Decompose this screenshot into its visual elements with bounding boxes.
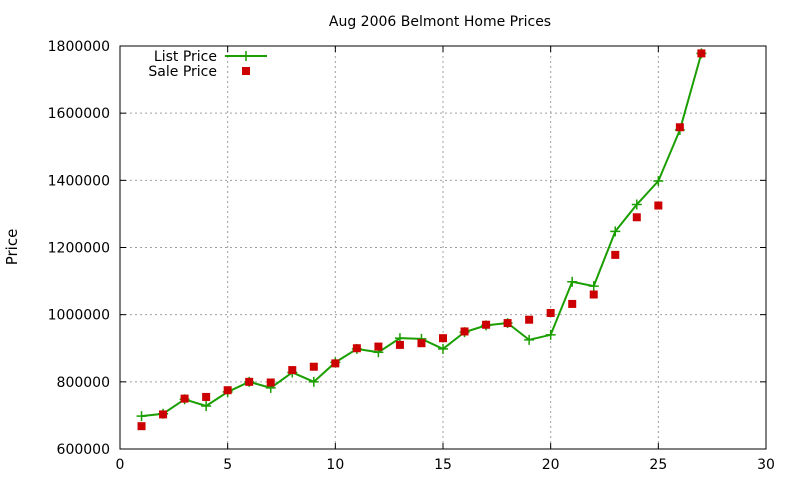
x-tick-label: 15 [434,457,452,473]
sale-price-point [589,290,598,299]
legend-label-sale-price: Sale Price [148,64,217,80]
sale-price-point [352,344,361,353]
sale-price-point [266,378,275,387]
sale-price-point [137,422,146,431]
sale-price-point [482,320,491,329]
sale-price-point [309,362,318,371]
sale-price-point [395,340,404,349]
list-price-point [545,329,556,340]
axis-ticks: 0 5 10 15 20 25 30 600000 800000 1000000 1200000 14… [48,39,775,473]
sale-price-point [245,377,254,386]
y-tick-label: 1800000 [48,39,110,55]
sale-price-point [288,366,297,375]
sale-price-point [503,319,512,328]
sale-price-point [331,359,340,368]
list-price-point [524,334,535,345]
x-tick-label: 5 [223,457,232,473]
list-price-point [567,276,578,287]
legend-marker-sale-price [242,67,250,75]
x-tick-label: 10 [326,457,344,473]
sale-price-point [632,213,641,222]
sale-price-point [202,392,211,401]
x-tick-label: 20 [542,457,560,473]
sale-price-point [675,123,684,132]
sale-price-point [180,394,189,403]
legend-marker-list-price [241,51,251,61]
chart-title: Aug 2006 Belmont Home Prices [329,14,551,30]
sale-price-point [159,410,168,419]
list-price-point [136,411,147,422]
sale-price-point [417,339,426,348]
y-tick-label: 800000 [57,375,110,391]
list-price-line [141,53,703,418]
sale-price-point [460,327,469,336]
sale-price-point [568,299,577,308]
y-tick-label: 600000 [57,442,110,458]
y-tick-label: 1000000 [48,308,110,324]
sale-price-point [223,386,232,395]
legend-label-list-price: List Price [154,49,217,65]
sale-price-point [546,308,555,317]
sale-price-point [654,201,663,210]
sale-price-point [611,250,620,259]
list-price-point [610,226,621,237]
y-tick-label: 1600000 [48,106,110,122]
series-layer [136,48,707,431]
list-price-point [438,343,448,354]
list-price-point [653,176,664,187]
y-tick-label: 1200000 [48,241,110,257]
sale-price-point [697,49,706,58]
y-tick-label: 1400000 [48,173,110,189]
grid-lines [120,46,766,449]
list-price-point [308,376,319,387]
list-price-point [631,199,642,210]
legend: List Price Sale Price [148,49,267,80]
sale-price-point [525,315,534,324]
y-axis-label: Price [3,229,21,266]
sale-price-point [439,334,447,343]
x-tick-label: 25 [649,457,667,473]
x-tick-label: 0 [116,457,125,473]
x-tick-label: 30 [757,457,775,473]
list-price-point [201,401,212,412]
sale-price-point [374,342,383,351]
list-price-point [588,281,599,292]
